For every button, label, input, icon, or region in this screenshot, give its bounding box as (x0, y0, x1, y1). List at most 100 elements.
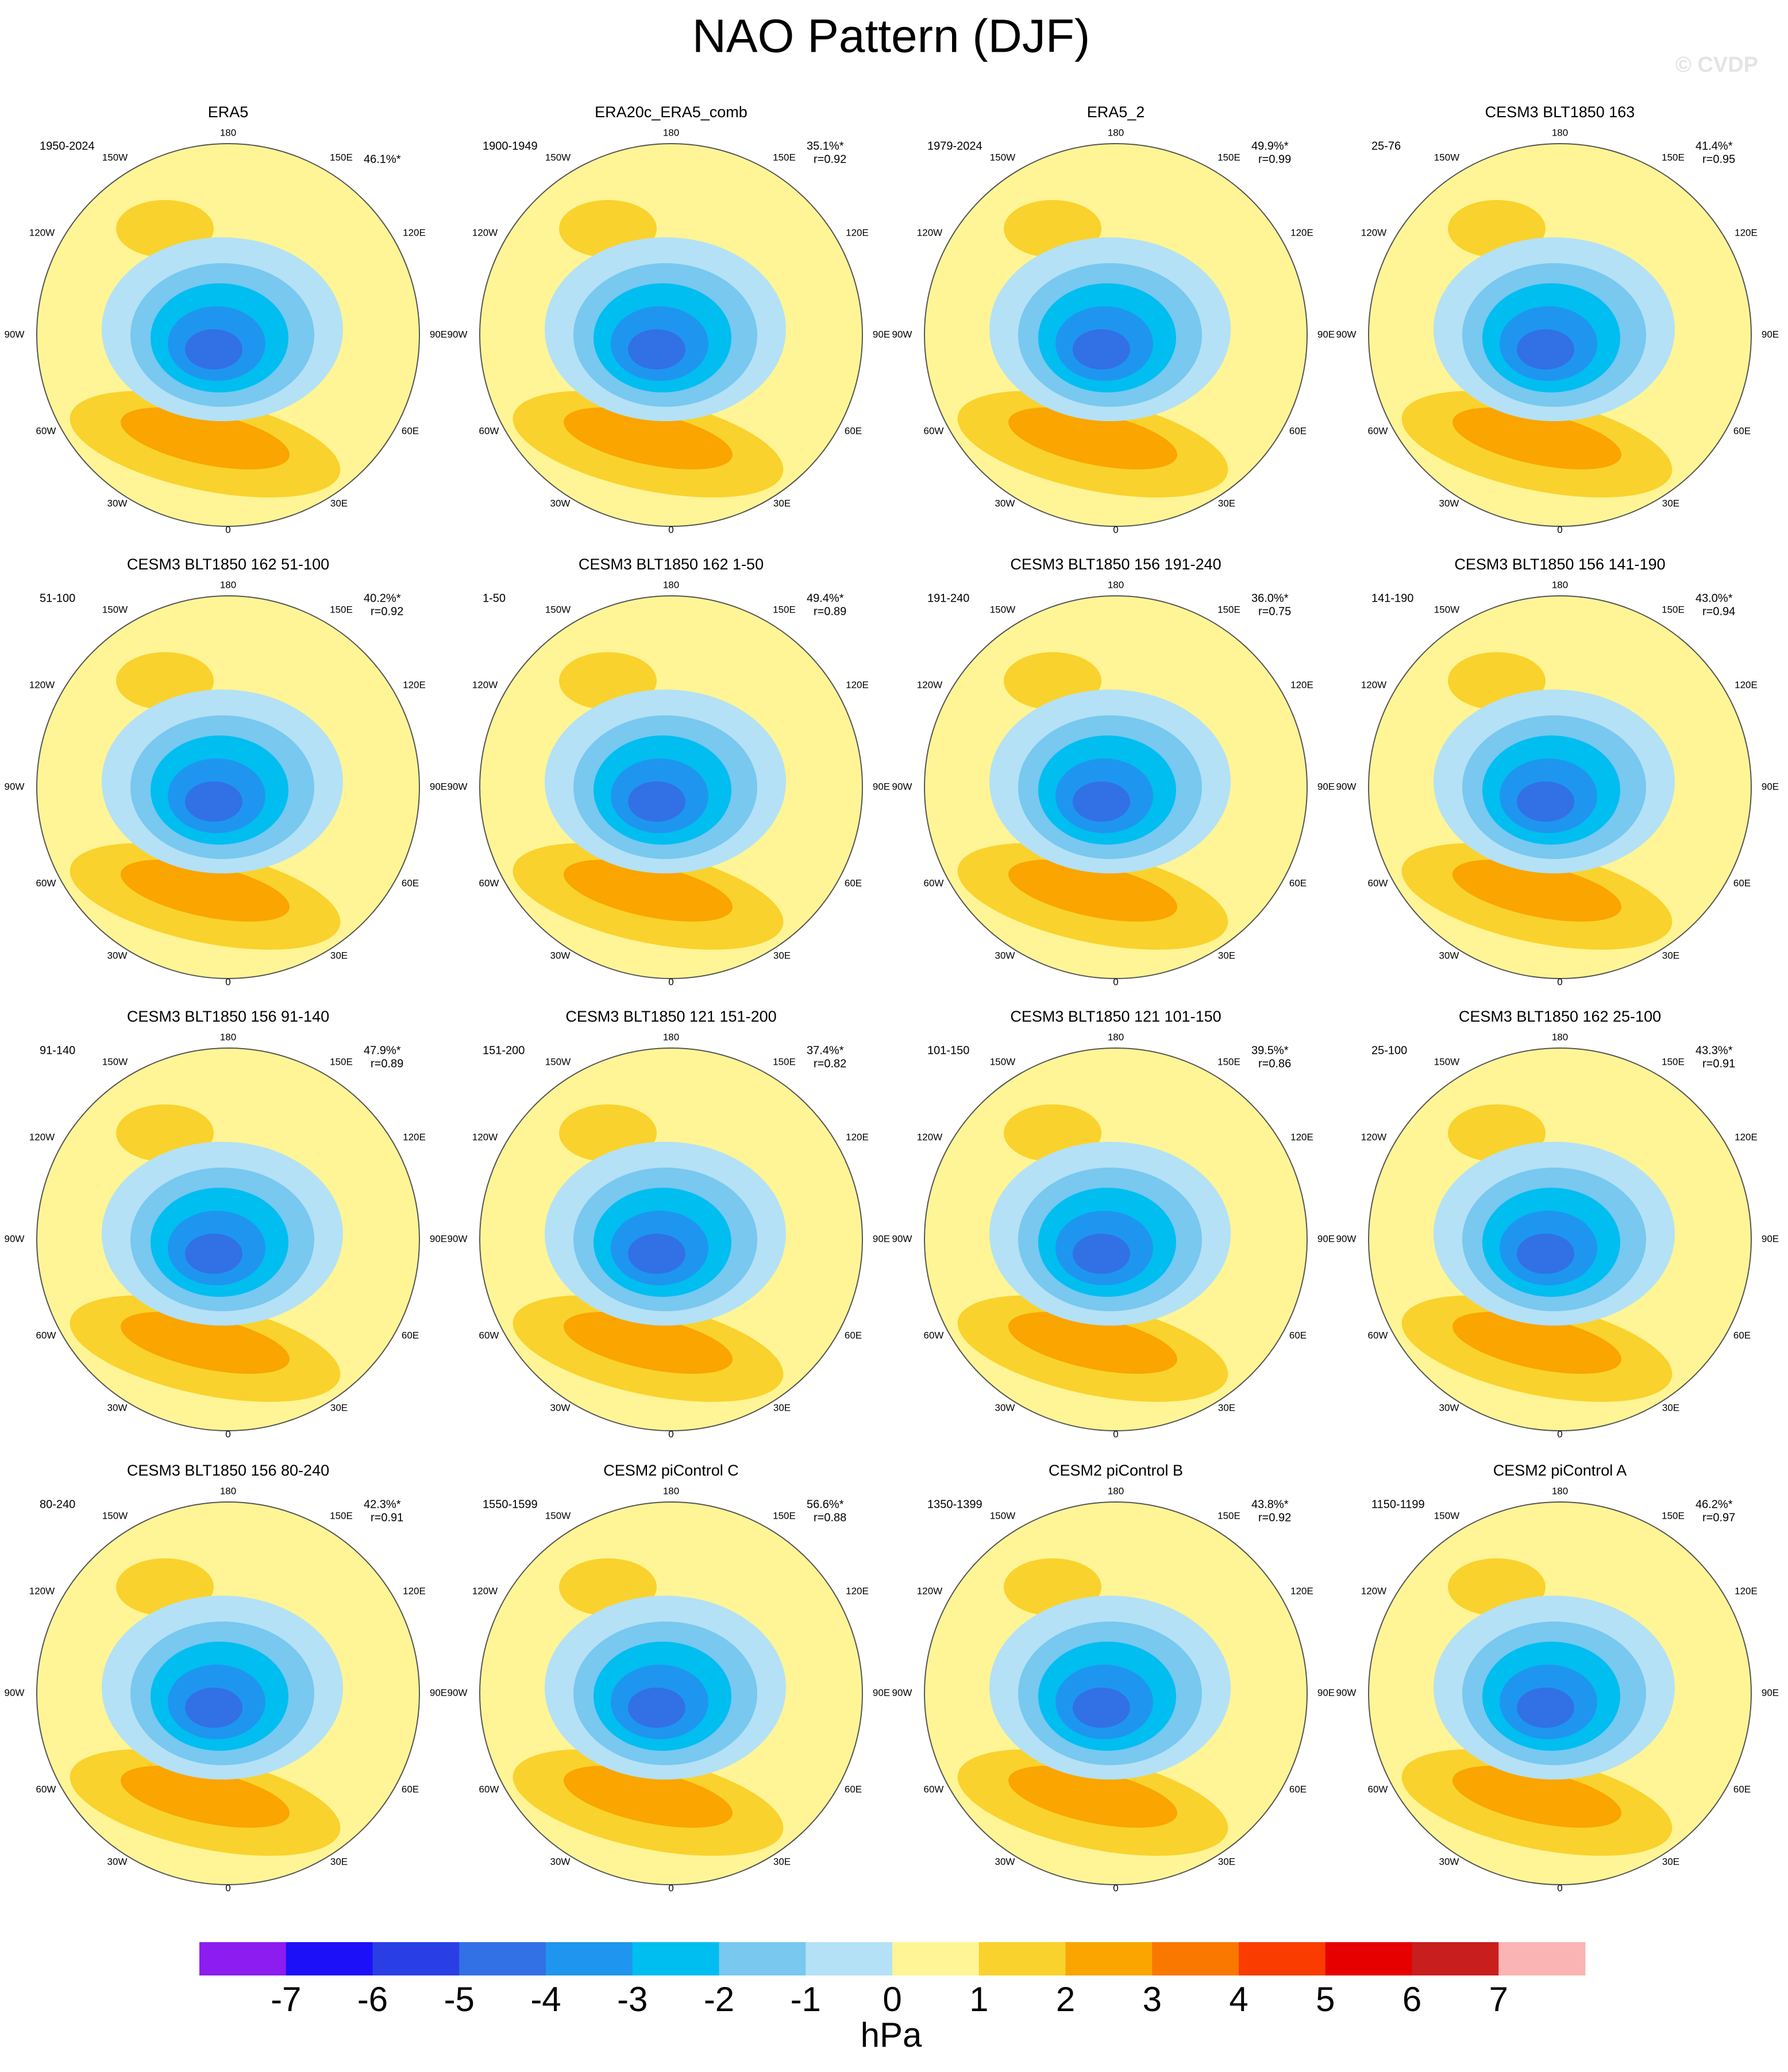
panel-period: 1550-1599 (483, 1498, 538, 1511)
panel-title: ERA5_2 (1087, 103, 1145, 121)
lon-label: 90W (1336, 329, 1357, 340)
lon-label: 120W (917, 227, 942, 238)
colorbar-box (978, 1942, 1066, 1975)
lon-label: 60W (1368, 1330, 1388, 1341)
panel-correlation: r=0.88 (814, 1511, 846, 1524)
figure-title: NAO Pattern (DJF) (692, 10, 1090, 63)
lon-label: 120W (1361, 227, 1386, 238)
colorbar-unit: hPa (861, 2016, 922, 2054)
lon-label: 30E (773, 1856, 791, 1867)
atlantic-high-core (1008, 860, 1178, 922)
lon-label: 150W (1434, 1510, 1459, 1521)
lon-label: 30W (1439, 950, 1459, 961)
arctic-low (628, 329, 685, 369)
colorbar-tick-label: -2 (704, 1980, 734, 2019)
colorbar-tick-label: 3 (1143, 1980, 1162, 2019)
panel-period: 91-140 (40, 1044, 75, 1057)
lon-label: 150W (545, 152, 571, 163)
map-field (512, 1104, 786, 1402)
lon-label: 90W (5, 329, 25, 340)
lon-label: 0 (1113, 1428, 1118, 1439)
lon-label: 30W (1439, 498, 1459, 509)
arctic-low (628, 1688, 685, 1728)
colorbar-tick-label: 4 (1229, 1980, 1248, 2019)
lon-label: 120W (472, 1585, 498, 1596)
lon-label: 90E (1762, 1233, 1779, 1244)
lon-label: 30W (550, 1402, 571, 1413)
atlantic-high-core (1452, 1766, 1622, 1828)
lon-label: 180 (663, 579, 679, 590)
panel-title: CESM3 BLT1850 162 25-100 (1459, 1008, 1661, 1025)
lon-label: 60E (1289, 877, 1307, 888)
atlantic-high-core (120, 407, 290, 469)
panel-correlation: r=0.91 (1702, 1057, 1735, 1070)
lon-label: 150W (1434, 152, 1459, 163)
atlantic-high-core (120, 1312, 290, 1374)
panel-variance: 56.6%* (807, 1498, 844, 1511)
panel-period: 101-150 (927, 1044, 969, 1057)
atlantic-high-core (1008, 407, 1178, 469)
colorbar-box (1498, 1942, 1586, 1975)
lon-label: 150E (1662, 604, 1685, 615)
lon-label: 150E (773, 604, 796, 615)
lon-label: 30E (1218, 1856, 1235, 1867)
lon-label: 30E (773, 1402, 791, 1413)
map-field (1401, 652, 1675, 950)
colorbar-box (1239, 1942, 1326, 1975)
panel-title: CESM3 BLT1850 162 1-50 (579, 556, 764, 573)
map-panel: CESM3 BLT1850 162 1-50 1-50 49.4%*r=0.89 18… (448, 556, 891, 987)
lon-label: 120E (403, 227, 426, 238)
map-border (924, 1501, 1308, 1885)
lon-label: 60E (1289, 1330, 1307, 1341)
lon-label: 120E (846, 679, 869, 690)
lon-label: 120W (29, 1585, 55, 1596)
lon-label: 150W (102, 1510, 128, 1521)
colorbar-tick-label: 1 (969, 1980, 988, 2019)
lon-label: 180 (1552, 1485, 1568, 1496)
lon-label: 0 (225, 524, 230, 535)
lon-label: 60W (36, 1784, 56, 1794)
lon-label: 60E (1733, 1784, 1751, 1794)
map-border (36, 143, 420, 527)
panel-correlation: r=0.94 (1702, 605, 1735, 618)
colorbar-tick-label: -6 (357, 1980, 388, 2019)
lon-label: 30E (1662, 1856, 1679, 1867)
lon-label: 90W (5, 1687, 25, 1698)
colorbar-box (806, 1942, 893, 1975)
lon-label: 150W (1434, 604, 1459, 615)
lon-label: 60W (924, 877, 944, 888)
panel-variance: 49.9%* (1251, 140, 1289, 152)
panel-period: 51-100 (40, 592, 75, 604)
lon-label: 30E (330, 1402, 348, 1413)
map-panel: CESM3 BLT1850 162 51-100 51-100 40.2%*r=0.… (5, 556, 448, 987)
lon-label: 30E (330, 950, 348, 961)
lon-label: 30E (1662, 1402, 1679, 1413)
lon-label: 180 (1108, 579, 1124, 590)
panel-title: CESM3 BLT1850 156 191-240 (1010, 556, 1221, 573)
panel-variance: 49.4%* (807, 592, 844, 604)
panel-period: 141-190 (1371, 592, 1413, 604)
colorbar-tick-label: -3 (617, 1980, 648, 2019)
arctic-low (185, 781, 242, 822)
panel-correlation: r=0.91 (371, 1511, 403, 1524)
lon-label: 90E (1317, 329, 1335, 340)
lon-label: 60W (479, 877, 499, 888)
atlantic-high-core (563, 1312, 733, 1374)
panel-title: CESM3 BLT1850 156 141-190 (1454, 556, 1665, 573)
lon-label: 30E (773, 498, 791, 509)
arctic-low (628, 781, 685, 822)
lon-label: 60E (845, 1330, 862, 1341)
lon-label: 0 (668, 1428, 673, 1439)
lon-label: 60E (845, 1784, 862, 1794)
lon-label: 90W (5, 781, 25, 792)
map-border (479, 1047, 863, 1431)
lon-label: 150W (102, 152, 128, 163)
lon-label: 120W (472, 1131, 498, 1142)
lon-label: 90W (1336, 1233, 1357, 1244)
lon-label: 0 (1113, 1882, 1118, 1893)
lon-label: 150E (330, 1056, 353, 1067)
map-border (1368, 1501, 1752, 1885)
lon-label: 90E (873, 329, 890, 340)
lon-label: 150W (102, 1056, 128, 1067)
lon-label: 30W (1439, 1402, 1459, 1413)
